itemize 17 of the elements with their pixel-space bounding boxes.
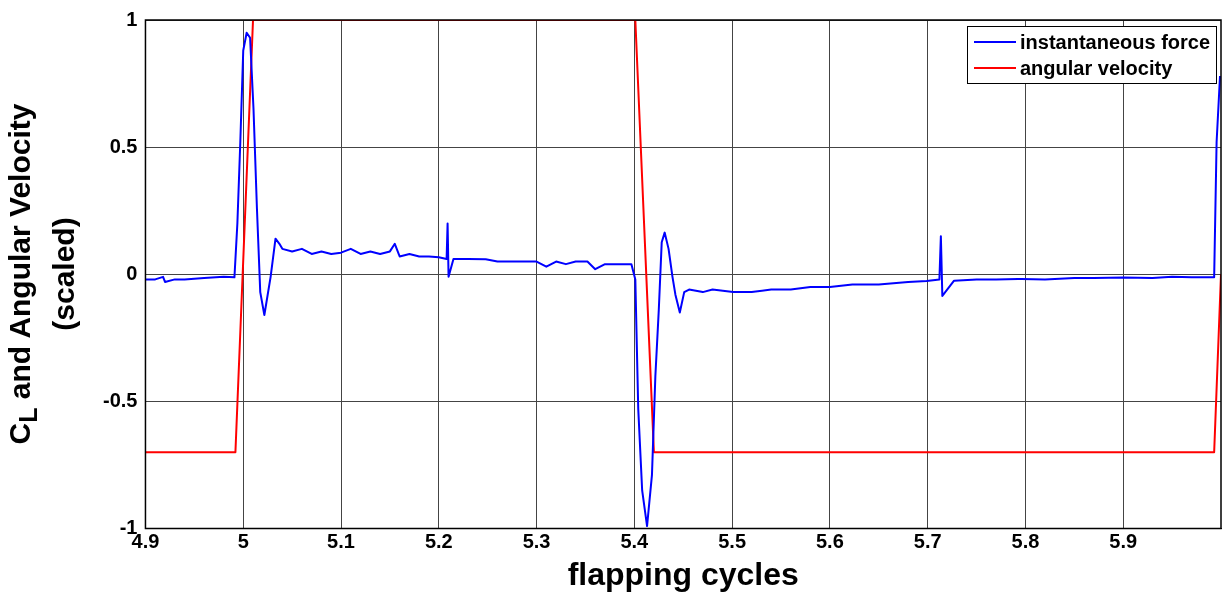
y-tick-label: 0.5 bbox=[109, 134, 138, 157]
x-tick-label: 5.6 bbox=[815, 530, 844, 553]
x-tick-label: 5.7 bbox=[913, 530, 942, 553]
x-tick-label: 5.5 bbox=[718, 530, 747, 553]
legend-label: instantaneous force bbox=[1020, 30, 1211, 54]
x-tick-label: 5.3 bbox=[522, 530, 551, 553]
y-tick-label: 0 bbox=[126, 261, 138, 284]
y-tick-label: -0.5 bbox=[102, 388, 138, 411]
legend-label: angular velocity bbox=[1020, 56, 1173, 80]
x-tick-label: 5 bbox=[237, 530, 249, 553]
x-tick-label: 5.2 bbox=[424, 530, 453, 553]
x-tick-label: 5.4 bbox=[620, 530, 650, 553]
x-axis-title: flapping cycles bbox=[567, 555, 799, 592]
y-tick-label: 1 bbox=[126, 7, 138, 30]
x-tick-label: 5.1 bbox=[327, 530, 355, 553]
x-tick-label: 5.9 bbox=[1109, 530, 1138, 553]
x-tick-label: 5.8 bbox=[1011, 530, 1040, 553]
